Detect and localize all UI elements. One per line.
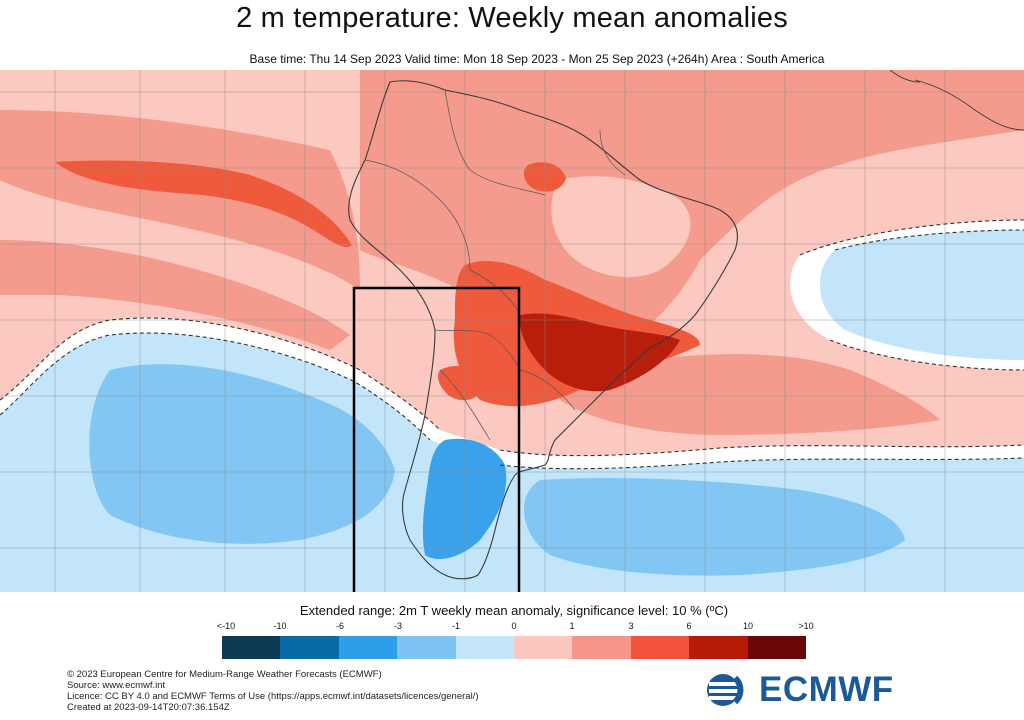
colorbar (222, 636, 807, 659)
colorbar-cell (514, 636, 573, 659)
region-pos-mid-pacific (0, 110, 360, 290)
tick-label: 1 (569, 621, 575, 631)
region-neg-strong-patagonia (422, 438, 507, 560)
legend-title: Extended range: 2m T weekly mean anomaly… (299, 603, 729, 618)
ecmwf-logo-text: ECMWF (759, 670, 894, 709)
focus-box (352, 286, 521, 592)
tick-label: -1 (451, 621, 461, 631)
region-pos-light-brazil (551, 176, 691, 278)
source-text: Source: www.ecmwf.int (67, 680, 166, 691)
tick-label: 3 (628, 621, 634, 631)
region-pos-strong-pacific (55, 160, 352, 248)
region-neg-mid-pacific (89, 364, 395, 544)
tick-label: -10 (273, 621, 287, 631)
chart-subtitle: Base time: Thu 14 Sep 2023 Valid time: M… (249, 52, 825, 66)
colorbar-cell (222, 636, 281, 659)
footer: © 2023 European Centre for Medium-Range … (67, 669, 479, 713)
tick-label: 10 (742, 621, 754, 631)
tick-label: <-10 (216, 621, 236, 631)
colorbar-cell (747, 636, 807, 659)
tick-label: -3 (393, 621, 403, 631)
region-neg-light-atlantic-east (819, 230, 1024, 360)
colorbar-cell (280, 636, 339, 659)
country-borders (364, 89, 626, 441)
colorbar-cell (572, 636, 631, 659)
copyright-text: © 2023 European Centre for Medium-Range … (67, 669, 382, 680)
graticule (0, 70, 1024, 592)
region-pos-strong-argentina (438, 365, 485, 401)
region-neg-mid-atlantic (523, 478, 905, 576)
region-pos-mid-south-pacific (0, 240, 350, 350)
colorbar-cell (689, 636, 748, 659)
chart-title: 2 m temperature: Weekly mean anomalies (236, 2, 788, 34)
ecmwf-logo-icon (707, 674, 749, 706)
south-america-coastline (348, 80, 738, 580)
colorbar-ticks: <-10 -10 -6 -3 -1 0 1 3 6 10 >10 (0, 621, 1024, 633)
colorbar-cell (455, 636, 515, 659)
colorbar-cell (397, 636, 456, 659)
tick-label: >10 (798, 621, 814, 631)
created-text: Created at 2023-09-14T20:07:36.154Z (67, 702, 230, 713)
colorbar-cell (630, 636, 690, 659)
region-pos-mid-atlantic (560, 354, 940, 435)
region-pos-very-strong (519, 313, 680, 392)
significance-contours (0, 219, 1024, 470)
tick-label: 6 (686, 621, 692, 631)
licence-text: Licence: CC BY 4.0 and ECMWF Terms of Us… (67, 691, 479, 702)
colorbar-cell (338, 636, 398, 659)
caribbean-coastline (889, 70, 1024, 131)
tick-label: -6 (335, 621, 345, 631)
ecmwf-logo: ECMWF (705, 670, 925, 710)
anomaly-map (0, 70, 1024, 592)
tick-label: 0 (511, 621, 517, 631)
